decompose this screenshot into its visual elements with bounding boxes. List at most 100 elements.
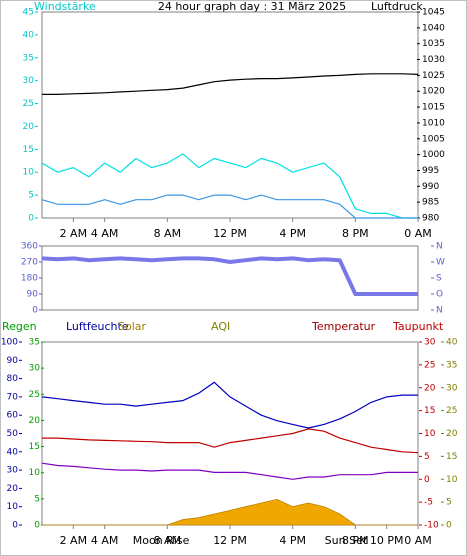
- y-tick-label: 10: [7, 502, 19, 512]
- x-tick-label: 2 AM: [60, 227, 88, 240]
- y3-axis-label: Regen: [2, 320, 37, 333]
- y-axis-label: Windstärke: [34, 0, 96, 13]
- x-tick-label: 0 AM: [404, 227, 432, 240]
- y2-tick-label: 1010: [422, 118, 445, 128]
- y-tick-label: 70: [7, 392, 19, 402]
- x-tick-label: 12 PM: [213, 534, 247, 547]
- series-line: [42, 428, 419, 454]
- x-tick-label: 10 PM: [370, 534, 404, 547]
- series-line: [41, 153, 418, 219]
- y2-tick-label: 30: [424, 338, 436, 348]
- series-line: [41, 194, 418, 219]
- y2-tick-label: O: [436, 290, 443, 300]
- y2-tick-label: 20: [424, 383, 436, 393]
- y3-tick-label: 25: [29, 390, 40, 400]
- plot-frame: [41, 245, 419, 311]
- series-line: [41, 256, 418, 296]
- y-tick-label: 45: [23, 8, 34, 18]
- series-line: [41, 381, 418, 429]
- annotation: Sun Set: [325, 534, 368, 547]
- y-tick-label: 30: [7, 466, 19, 476]
- x-tick-label: 2 AM: [60, 534, 88, 547]
- y-tick-label: 180: [21, 274, 38, 284]
- chart-title: 24 hour graph day : 31 März 2025: [158, 0, 346, 13]
- y3-tick-label: 15: [29, 442, 40, 452]
- series-line: [41, 462, 418, 480]
- y-tick-label: 60: [7, 411, 19, 421]
- y2-tick-label: N: [436, 242, 443, 252]
- y-tick-label: 0: [12, 521, 18, 531]
- y-tick-label: 20: [23, 122, 35, 132]
- y4-tick-label: 25: [446, 406, 457, 416]
- y4-tick-label: 20: [446, 429, 458, 439]
- y-tick-label: 5: [28, 191, 34, 201]
- x-tick-label: 4 AM: [91, 227, 119, 240]
- y-tick-label: 90: [7, 356, 19, 366]
- y4-tick-label: 0: [446, 521, 452, 531]
- y2-tick-label: 990: [422, 182, 439, 192]
- y-tick-label: 0: [28, 214, 34, 224]
- y2-tick-label: 1040: [422, 23, 445, 33]
- x-tick-label: 8 AM: [154, 534, 182, 547]
- y-tick-label: 100: [1, 338, 18, 348]
- y2-tick-label: -10: [424, 521, 439, 531]
- y4-tick-label: 30: [446, 383, 458, 393]
- y-tick-label: 35: [23, 53, 34, 63]
- y-tick-label: 25: [23, 99, 34, 109]
- y3-tick-label: 35: [29, 338, 40, 348]
- y-tick-label: 80: [7, 374, 19, 384]
- y2-tick-label: 5: [424, 452, 430, 462]
- y-tick-label: 10: [23, 168, 35, 178]
- y-tick-label: 30: [23, 76, 35, 86]
- y3-tick-label: 10: [29, 468, 41, 478]
- y2-tick-label: 1030: [422, 55, 445, 65]
- plot-frame: [41, 341, 419, 526]
- y4-tick-label: 10: [446, 475, 458, 485]
- y-tick-label: 50: [7, 429, 19, 439]
- y2-tick-label: 0: [424, 475, 430, 485]
- x-tick-label: 8 PM: [342, 534, 369, 547]
- x-tick-label: 4 PM: [279, 227, 306, 240]
- y2-tick-label: -5: [424, 498, 433, 508]
- y2-tick-label: W: [436, 258, 445, 268]
- y3-tick-label: 30: [29, 364, 41, 374]
- y2-tick-label: 995: [422, 166, 439, 176]
- x-tick-label: 12 PM: [213, 227, 247, 240]
- legend-label: Taupunkt: [392, 320, 444, 333]
- x-tick-label: 4 AM: [91, 534, 119, 547]
- series-line: [42, 73, 419, 95]
- y-tick-label: 0: [32, 306, 38, 316]
- y-tick-label: 90: [27, 290, 39, 300]
- y2-tick-label: 980: [422, 214, 439, 224]
- y2-tick-label: 985: [422, 198, 439, 208]
- y-tick-label: 15: [23, 145, 34, 155]
- x-tick-label: 8 PM: [342, 227, 369, 240]
- y4-tick-label: 35: [446, 360, 457, 370]
- y2-tick-label: S: [436, 274, 442, 284]
- y2-axis-label: Luftdruck: [371, 0, 423, 13]
- y2-tick-label: N: [436, 306, 443, 316]
- y2-tick-label: 15: [424, 406, 435, 416]
- plot-frame: [41, 11, 419, 219]
- y2-tick-label: 1005: [422, 134, 445, 144]
- y3-tick-label: 20: [29, 416, 41, 426]
- y2-tick-label: 1015: [422, 103, 445, 113]
- y-tick-label: 270: [21, 258, 38, 268]
- y4-tick-label: 15: [446, 452, 457, 462]
- y2-tick-label: 1045: [422, 8, 445, 18]
- x-tick-label: 8 AM: [154, 227, 182, 240]
- legend-label: Temperatur: [311, 320, 376, 333]
- y2-tick-label: 1025: [422, 71, 445, 81]
- area: [42, 498, 418, 526]
- y4-tick-label: 40: [446, 338, 458, 348]
- y2-tick-label: 10: [424, 429, 436, 439]
- y-tick-label: 20: [7, 484, 19, 494]
- y2-tick-label: 25: [424, 360, 435, 370]
- y4-tick-label: 5: [446, 498, 452, 508]
- note: AQI: [211, 320, 230, 333]
- y2-tick-label: 1000: [422, 150, 445, 160]
- y2-tick-label: 1020: [422, 87, 445, 97]
- annotation: Moon Rise: [133, 534, 190, 547]
- y-tick-label: 40: [23, 30, 35, 40]
